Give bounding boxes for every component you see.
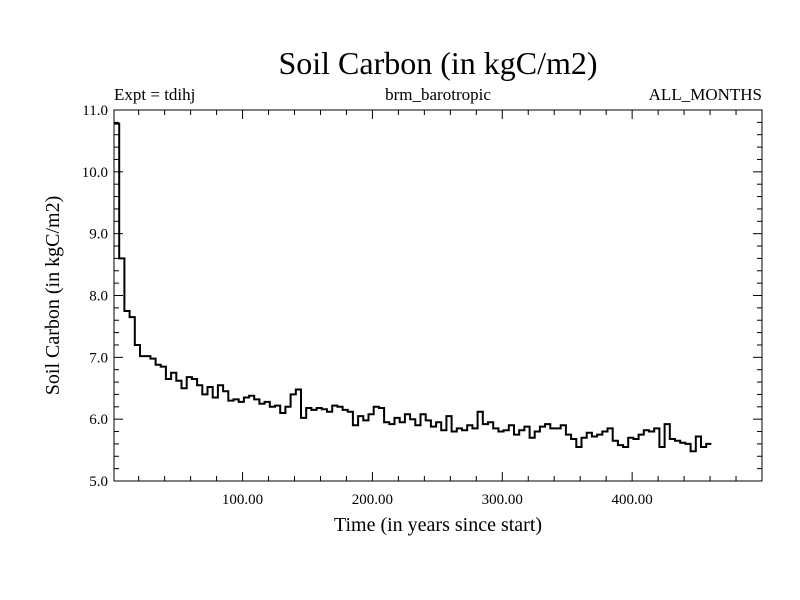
y-tick-label: 7.0 — [89, 350, 108, 366]
y-tick-label: 8.0 — [89, 289, 108, 305]
x-tick-label: 100.00 — [222, 492, 263, 508]
series-line — [114, 122, 712, 453]
x-tick-label: 300.00 — [482, 492, 523, 508]
x-tick-label: 400.00 — [612, 492, 653, 508]
y-tick-labels: 5.0 6.0 7.0 8.0 9.0 10.0 11.0 — [82, 103, 108, 490]
x-axis-label: Time (in years since start) — [334, 514, 542, 536]
y-tick-label: 6.0 — [89, 412, 108, 428]
y-tick-label: 5.0 — [89, 474, 108, 490]
y-tick-label: 11.0 — [82, 103, 108, 119]
x-tick-labels: 100.00 200.00 300.00 400.00 — [222, 492, 653, 508]
chart-title: Soil Carbon (in kgC/m2) — [278, 45, 597, 81]
y-axis-label: Soil Carbon (in kgC/m2) — [42, 196, 64, 395]
x-tick-label: 200.00 — [352, 492, 393, 508]
y-tick-label: 9.0 — [89, 227, 108, 243]
subtitle-right: ALL_MONTHS — [649, 85, 762, 104]
y-tick-label: 10.0 — [82, 165, 108, 181]
subtitle-left: Expt = tdihj — [114, 85, 195, 104]
axis-ticks — [114, 109, 762, 482]
subtitle-center: brm_barotropic — [385, 85, 491, 104]
